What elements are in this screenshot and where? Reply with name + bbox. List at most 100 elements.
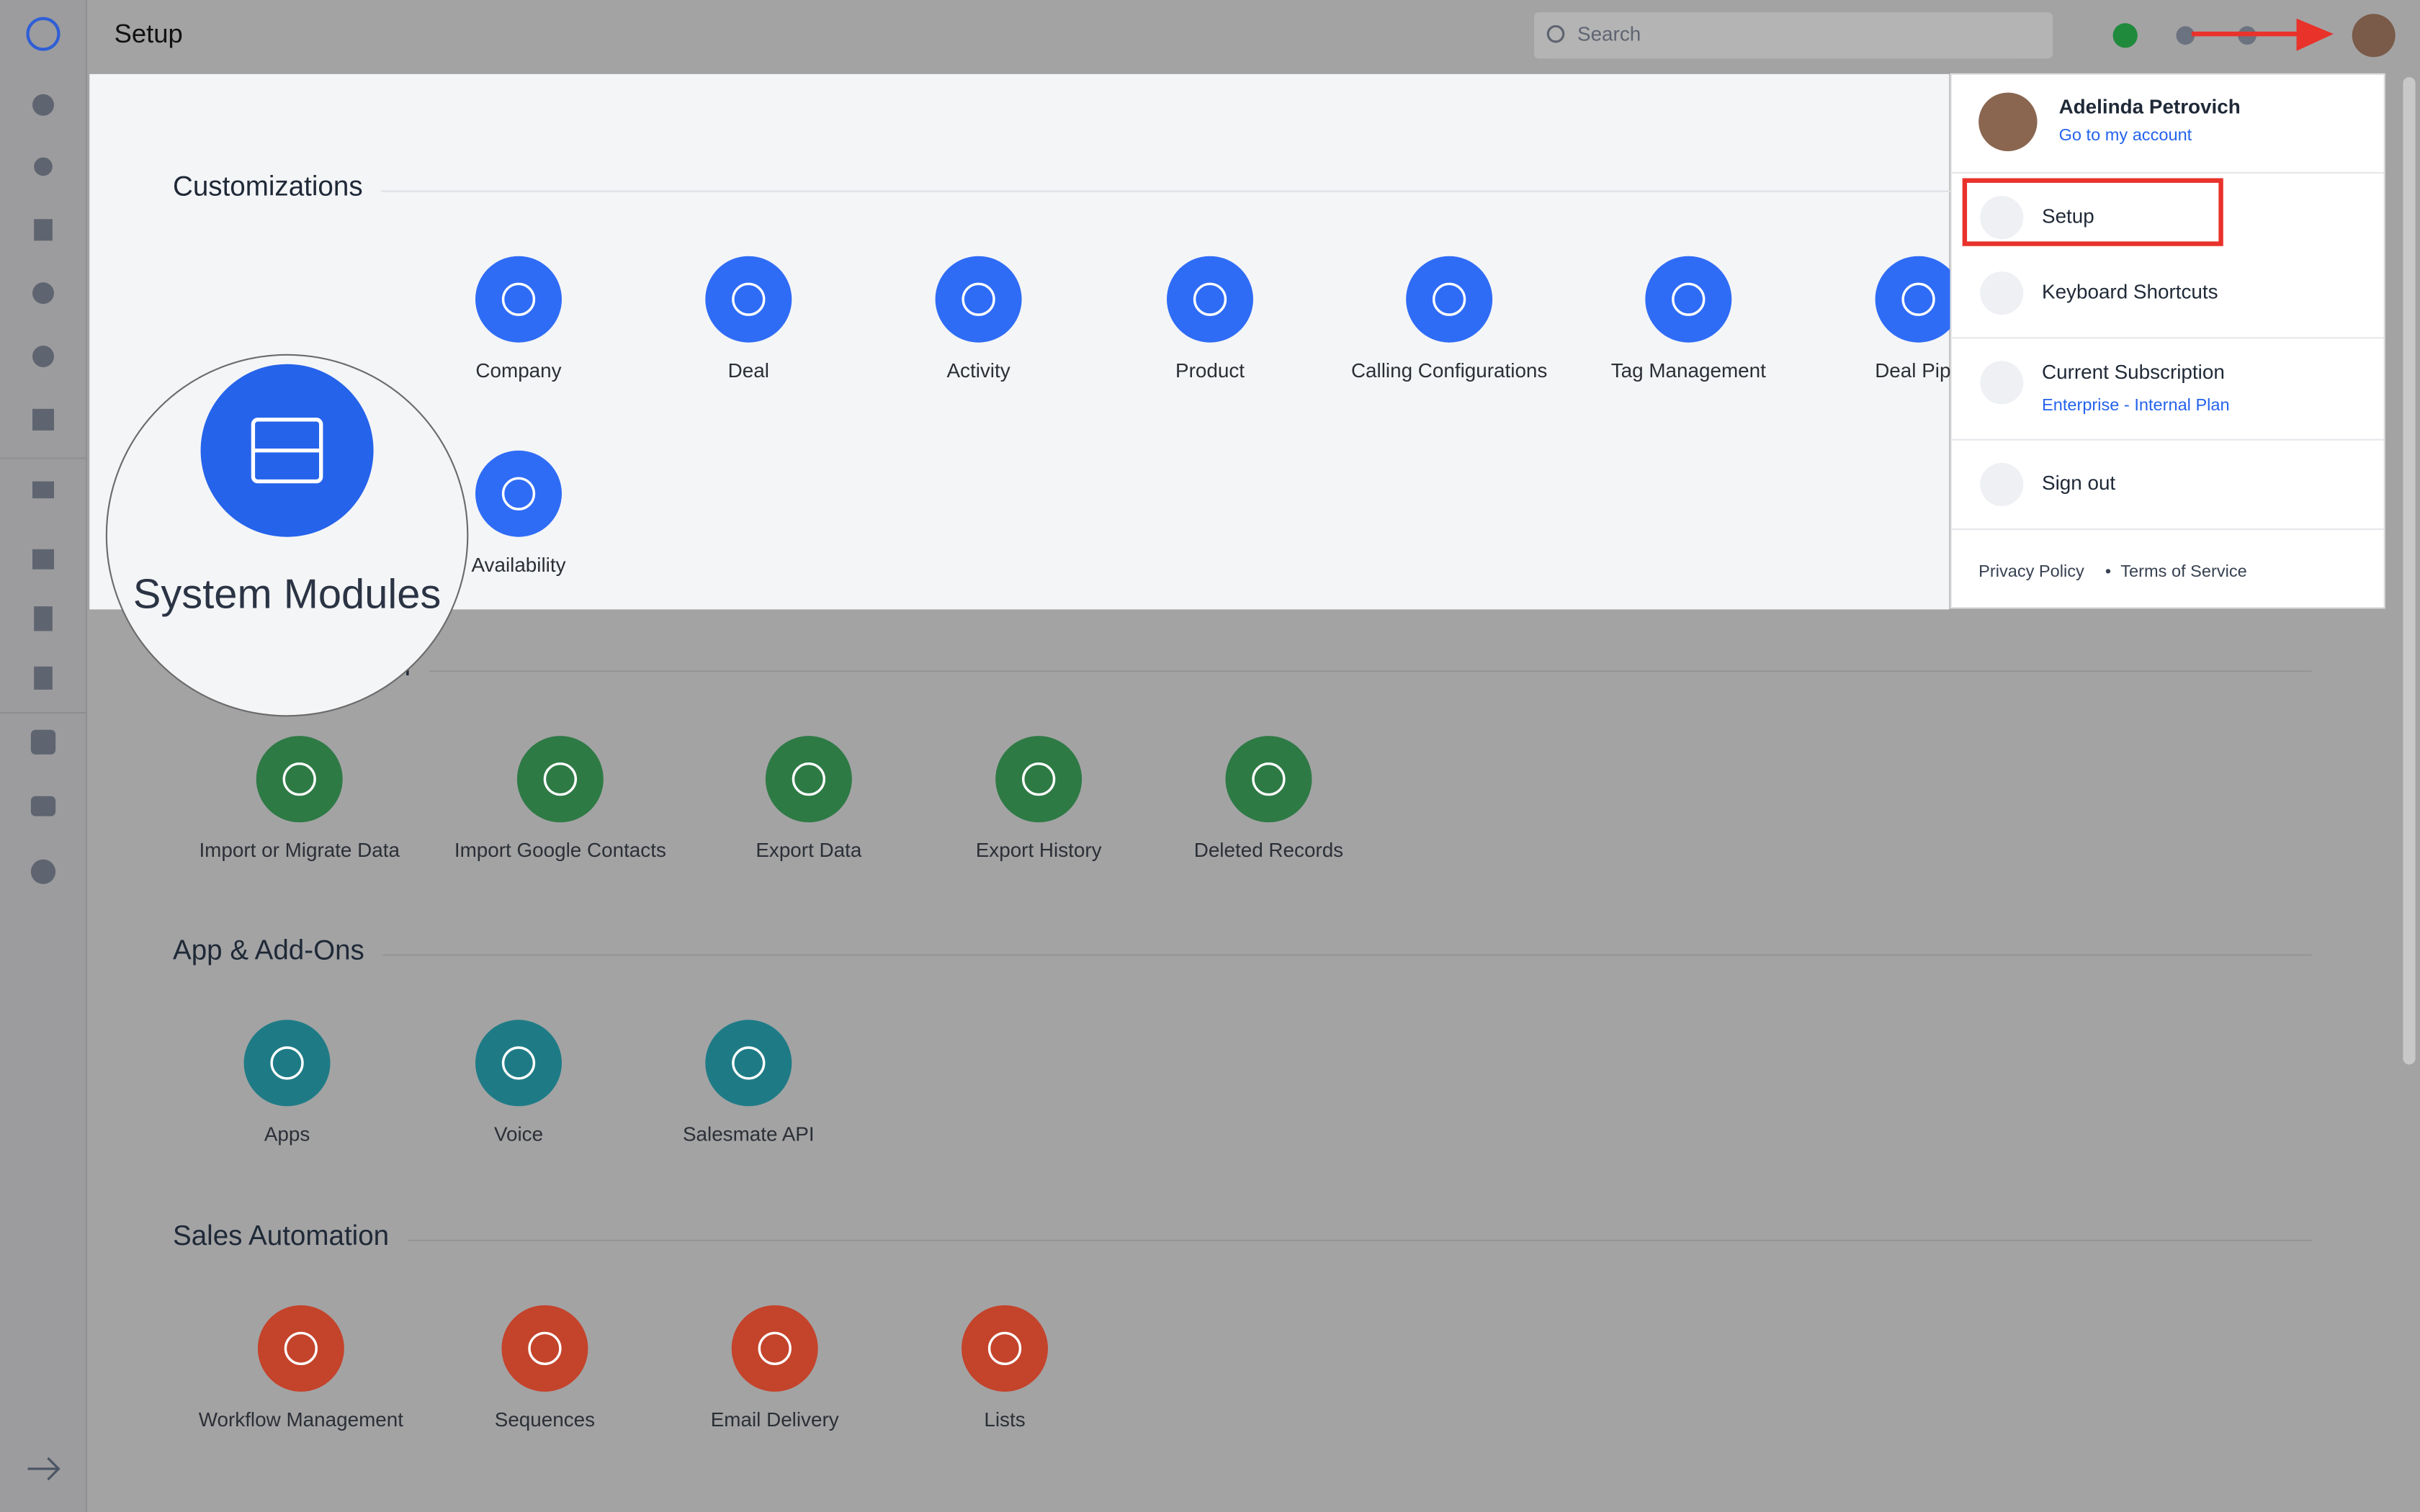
module-icon[interactable] [243,1020,331,1107]
search-placeholder: Search [1577,23,1641,45]
module-label[interactable]: Export Data [756,839,862,861]
glyph [1433,282,1466,316]
module-label[interactable]: Apps [264,1123,310,1146]
section-title: Sales Automation [173,1220,389,1251]
nav-icon[interactable] [30,796,56,816]
glyph [792,762,825,796]
module-icon[interactable] [256,736,343,823]
nav-icon[interactable] [32,346,54,367]
nav-icon[interactable] [32,408,54,431]
user-name: Adelinda Petrovich [2059,95,2241,117]
nav-icon[interactable] [34,219,53,241]
nav-icon[interactable] [34,606,53,631]
module-icon[interactable] [1645,256,1732,343]
module-label[interactable]: Email Delivery [711,1408,839,1431]
module-label[interactable]: Voice [494,1123,543,1146]
menu-avatar [1978,92,2038,151]
footer-link[interactable]: Terms of Service [2120,562,2246,580]
footer-link[interactable]: Privacy Policy [1978,562,2084,580]
account-link[interactable]: Go to my account [2059,125,2192,144]
module-label[interactable]: Salesmate API [683,1123,815,1146]
module-label[interactable]: Import or Migrate Data [199,839,400,861]
highlight-box [1962,178,2223,246]
nav-icon[interactable] [32,94,54,116]
nav-icon[interactable] [30,729,56,755]
module-label[interactable]: Company [475,359,561,382]
user-menu [1950,73,2385,609]
avatar-button[interactable] [2352,14,2396,58]
glyph [758,1331,792,1365]
page-title: Setup [115,19,183,48]
footer-separator: • [2105,562,2111,580]
menu-icon [1980,271,2024,315]
module-label[interactable]: Deal [728,359,769,382]
nav-icon[interactable] [34,666,53,690]
module-icon[interactable] [705,256,792,343]
module-icon[interactable] [731,1305,818,1392]
collapse-arrow[interactable] [27,1457,60,1481]
glyph [1193,282,1227,316]
module-icon[interactable] [1406,256,1493,343]
module-label[interactable]: Sequences [495,1408,595,1431]
nav-icon[interactable] [32,282,54,305]
phone-button[interactable] [2176,26,2195,45]
module-label[interactable]: Workflow Management [199,1408,403,1431]
module-icon[interactable] [705,1020,792,1107]
module-label[interactable]: Deal Pipe [1875,359,1962,382]
module-icon[interactable] [475,256,562,343]
module-label[interactable]: Import Google Contacts [454,839,666,861]
section-title: App & Add-Ons [173,935,364,966]
module-icon[interactable] [475,1020,562,1107]
menu-item[interactable]: Setup [2042,205,2094,228]
module-icon[interactable] [257,1305,344,1392]
glyph [1252,762,1286,796]
glyph [282,762,316,796]
menu-item[interactable]: Current Subscription [2042,361,2225,383]
nav-icon[interactable] [34,157,53,176]
glyph [501,282,536,316]
nav-icon[interactable] [32,481,54,499]
module-label[interactable]: Deleted Records [1194,839,1343,861]
menu-subtext[interactable]: Enterprise - Internal Plan [2042,395,2230,414]
menu-item[interactable]: Keyboard Shortcuts [2042,281,2218,303]
module-icon[interactable] [1875,256,1962,343]
module-label[interactable]: Tag Management [1611,359,1766,382]
module-label[interactable]: Availability [471,554,565,576]
module-icon[interactable] [516,736,604,823]
logo[interactable] [26,17,60,51]
module-label[interactable]: Activity [946,359,1010,382]
module-icon[interactable] [501,1305,588,1392]
menu-item[interactable]: Sign out [2042,472,2115,494]
glyph [732,1046,766,1080]
sidebar-icons [0,17,86,1481]
module-icon[interactable] [935,256,1022,343]
add-button[interactable] [2112,23,2138,48]
module-icon[interactable] [475,450,562,537]
glyph [1022,762,1056,796]
module-icon[interactable] [765,736,852,823]
module-label[interactable]: Product [1175,359,1245,382]
module-icon[interactable] [1167,256,1253,343]
glyph [1901,282,1935,316]
module-label[interactable]: Export History [976,839,1102,861]
nav-icon[interactable] [30,859,56,884]
module-icon[interactable] [1225,736,1312,823]
glyph [501,1046,536,1080]
glyph [962,282,995,316]
content: Customizations Company Deal Activity Product… [173,171,2312,1431]
glyph [987,1331,1022,1365]
menu-icon [1980,462,2024,506]
arrow-head [2296,18,2334,51]
glyph [501,477,536,510]
search-box[interactable] [1534,12,2053,59]
module-icon[interactable] [995,736,1083,823]
module-icon[interactable] [962,1305,1048,1392]
menu-items: Setup Keyboard Shortcuts Current Subscript… [1950,171,2385,580]
search-icon [1546,24,1565,43]
magnified-label: System Modules [133,572,442,618]
module-label[interactable]: Lists [984,1408,1025,1431]
nav-icon[interactable] [32,549,54,570]
glyph [528,1331,562,1365]
module-label[interactable]: Calling Configurations [1351,359,1547,382]
